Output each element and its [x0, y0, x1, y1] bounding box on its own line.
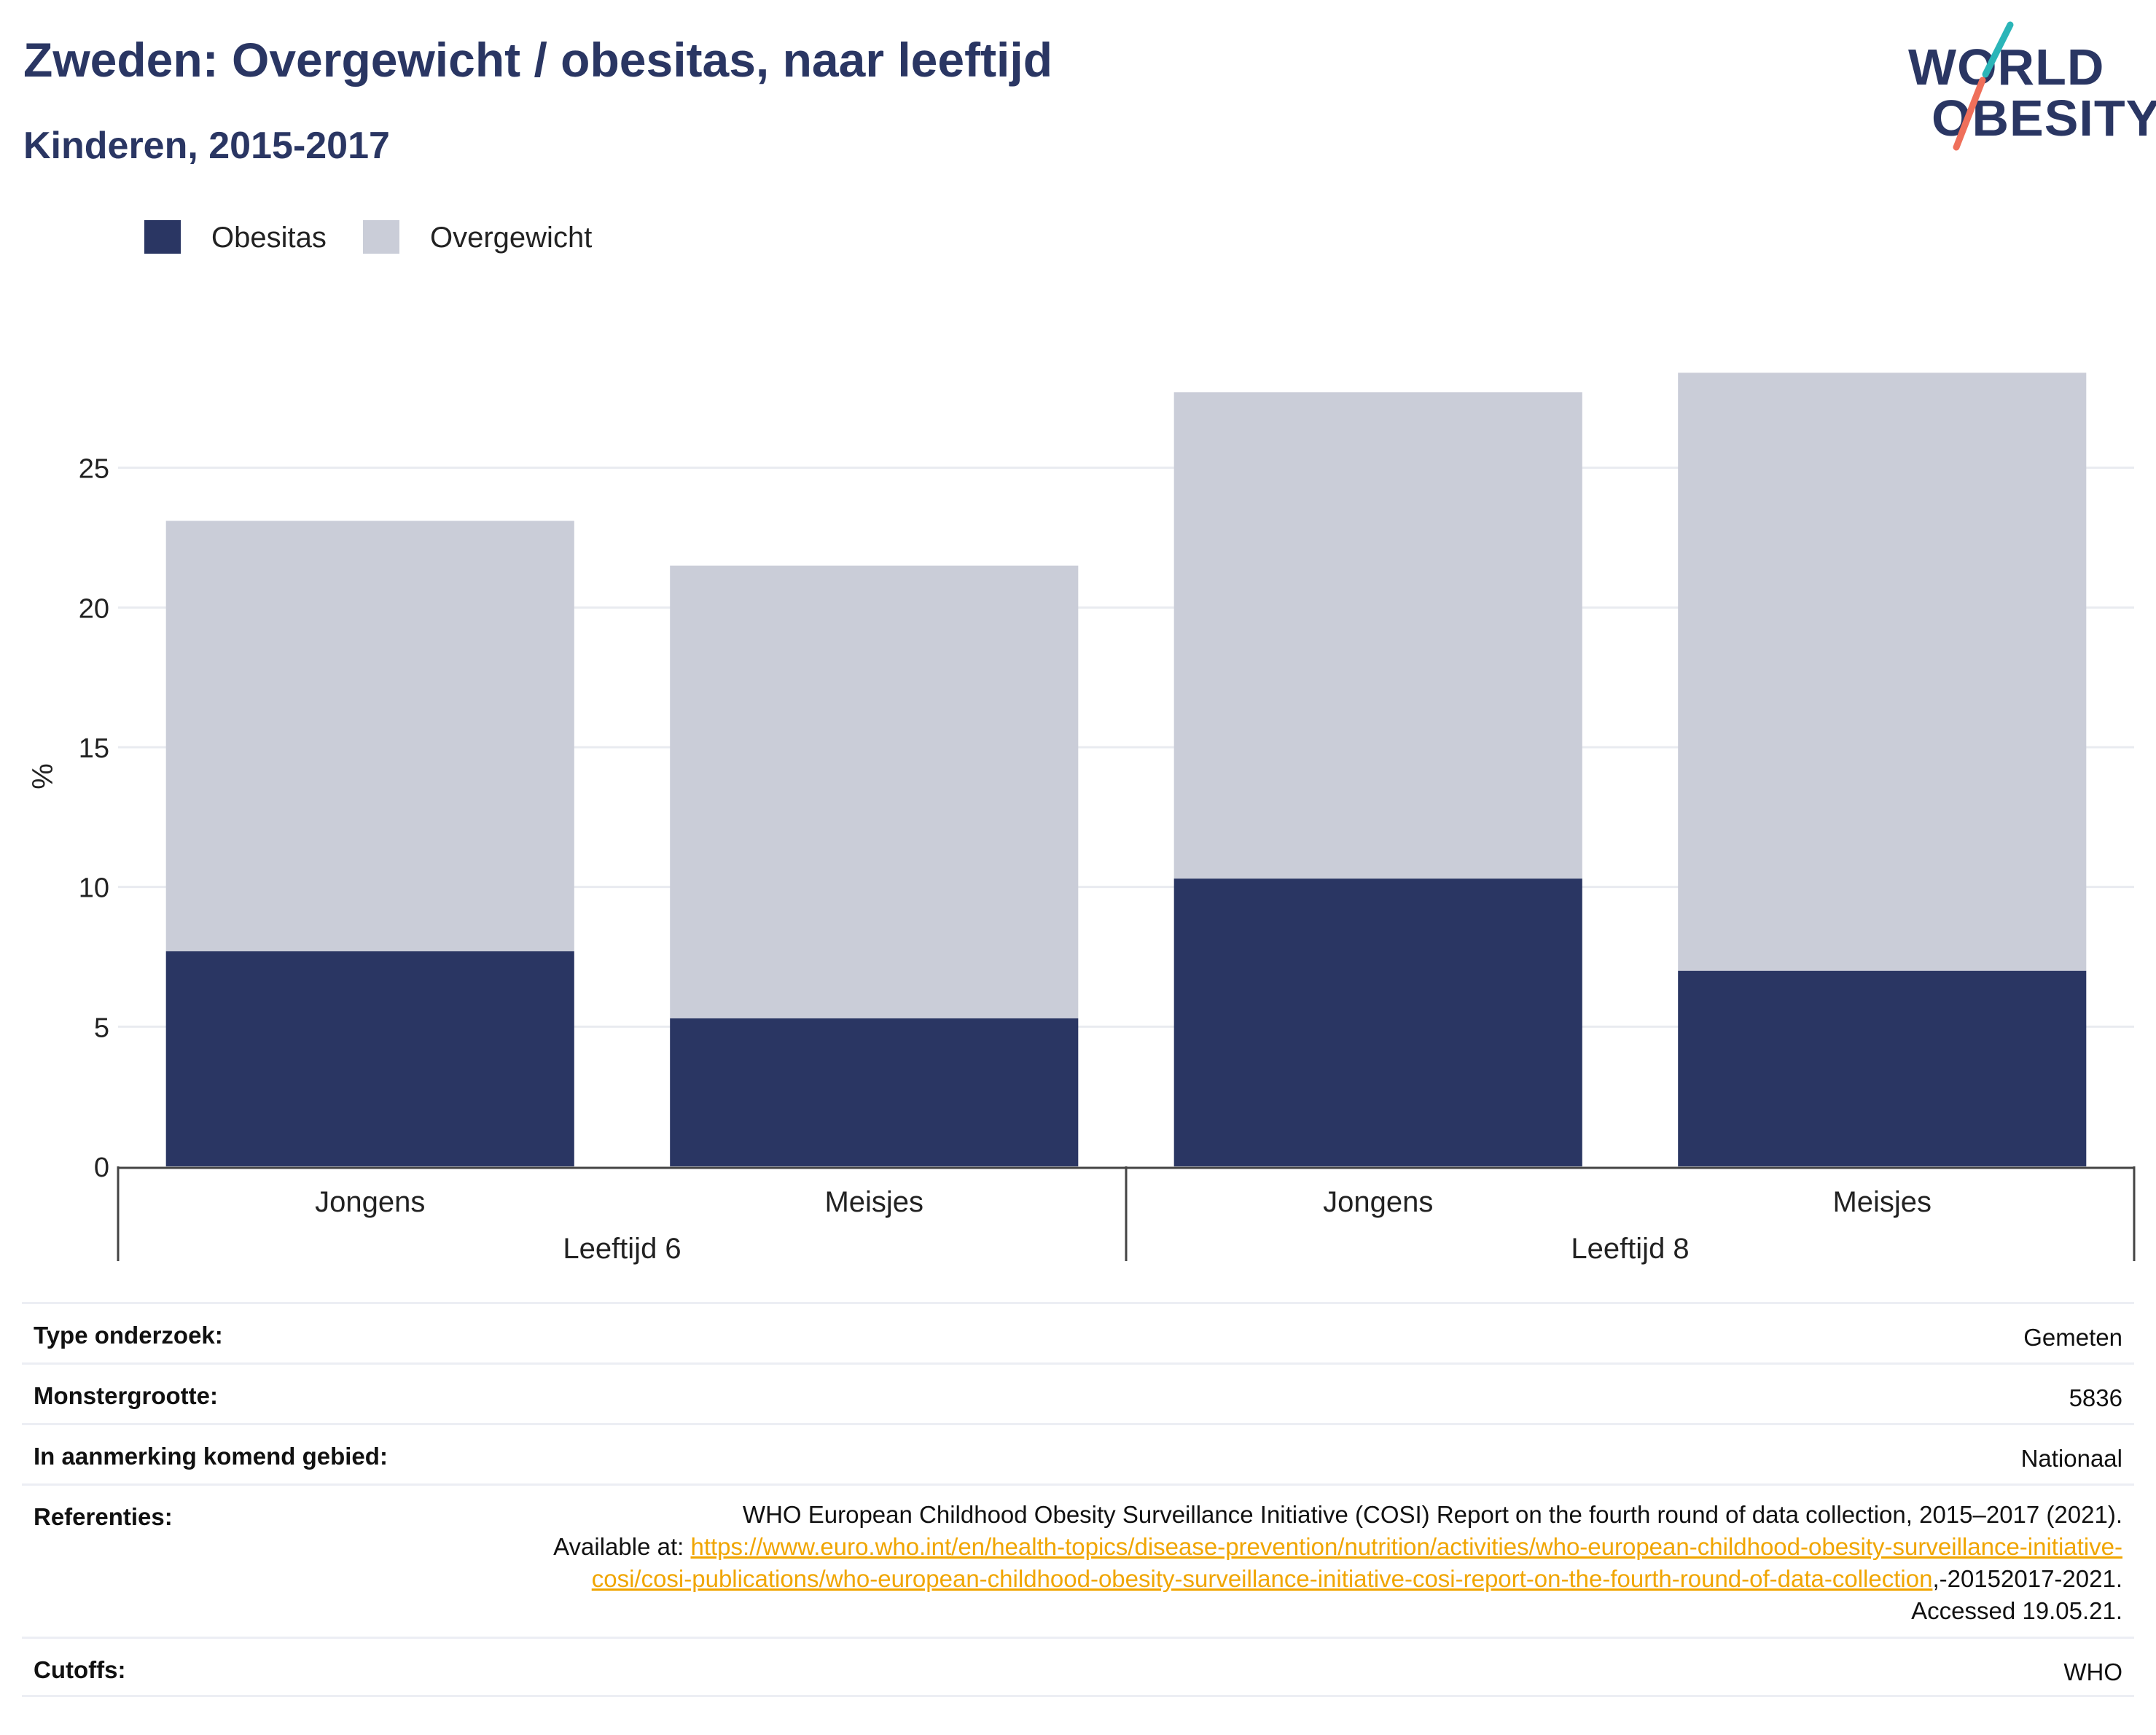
meta-row-sample: Monstergrootte: 5836: [22, 1362, 2134, 1423]
bar-overgewicht-2: [1173, 392, 1582, 879]
y-tick-label: 5: [94, 1013, 109, 1043]
meta-row-area: In aanmerking komend gebied: Nationaal: [22, 1423, 2134, 1483]
meta-value-area: Nationaal: [2020, 1445, 2122, 1472]
meta-row-references: Referenties: WHO European Childhood Obes…: [22, 1483, 2134, 1637]
reference-available-at: Available at:: [553, 1533, 691, 1560]
meta-label-area: In aanmerking komend gebied:: [34, 1443, 388, 1470]
bar-obesitas-1: [670, 1018, 1079, 1166]
meta-row-type: Type onderzoek: Gemeten: [22, 1302, 2134, 1362]
legend-label-overgewicht: Overgewicht: [430, 222, 593, 254]
y-tick-label: 20: [79, 593, 109, 624]
bar-overgewicht-0: [165, 520, 574, 951]
chart-subtitle: Kinderen, 2015-2017: [23, 125, 390, 167]
meta-value-type: Gemeten: [2023, 1324, 2122, 1351]
meta-value-references: WHO European Childhood Obesity Surveilla…: [534, 1499, 2134, 1627]
meta-value-sample: 5836: [2069, 1384, 2122, 1411]
world-obesity-logo: WORLD OBESITY: [1902, 17, 2156, 163]
reference-accessed: ,-20152017-2021. Accessed 19.05.21.: [1911, 1565, 2122, 1624]
legend-label-obesitas: Obesitas: [211, 222, 327, 254]
y-tick-label: 0: [94, 1153, 109, 1183]
x-category-label: Meisjes: [1832, 1186, 1932, 1218]
meta-row-cutoffs: Cutoffs: WHO: [22, 1637, 2134, 1697]
meta-label-type: Type onderzoek:: [34, 1322, 223, 1349]
x-category-label: Jongens: [1323, 1186, 1433, 1218]
meta-label-references: Referenties:: [34, 1503, 173, 1530]
stacked-bar-chart: 0 5 10 15 20 25% Jongens Meisjes Jongens Meisjes L…: [27, 373, 2136, 1265]
x-category-label: Meisjes: [824, 1186, 923, 1218]
x-group-label: Leeftijd 8: [1571, 1233, 1689, 1265]
logo-text-world: WORLD: [1908, 39, 2105, 95]
x-group-label: Leeftijd 6: [563, 1233, 681, 1265]
bar-obesitas-2: [1173, 878, 1582, 1166]
y-tick-label: 15: [79, 733, 109, 764]
bar-obesitas-0: [165, 951, 574, 1166]
bar-overgewicht-3: [1678, 373, 2087, 971]
reference-link[interactable]: https://www.euro.who.int/en/health-topic…: [591, 1533, 2122, 1592]
meta-label-cutoffs: Cutoffs:: [34, 1656, 126, 1683]
legend-swatch-overgewicht: [363, 220, 399, 254]
x-category-label: Jongens: [315, 1186, 425, 1218]
reference-text: WHO European Childhood Obesity Surveilla…: [742, 1501, 2122, 1528]
chart-title: Zweden: Overgewicht / obesitas, naar lee…: [23, 33, 1053, 87]
logo-slash-icon: [1953, 21, 2014, 151]
y-tick-label: 25: [79, 454, 109, 485]
bar-obesitas-3: [1678, 970, 2087, 1166]
y-tick-label: 10: [79, 873, 109, 904]
legend-swatch-obesitas: [144, 220, 181, 254]
bar-overgewicht-1: [670, 565, 1079, 1018]
y-axis-label: %: [27, 763, 59, 789]
metadata-table: Type onderzoek: Gemeten Monstergrootte: …: [22, 1302, 2134, 1697]
meta-value-cutoffs: WHO: [2063, 1658, 2122, 1685]
meta-label-sample: Monstergrootte:: [34, 1382, 218, 1409]
